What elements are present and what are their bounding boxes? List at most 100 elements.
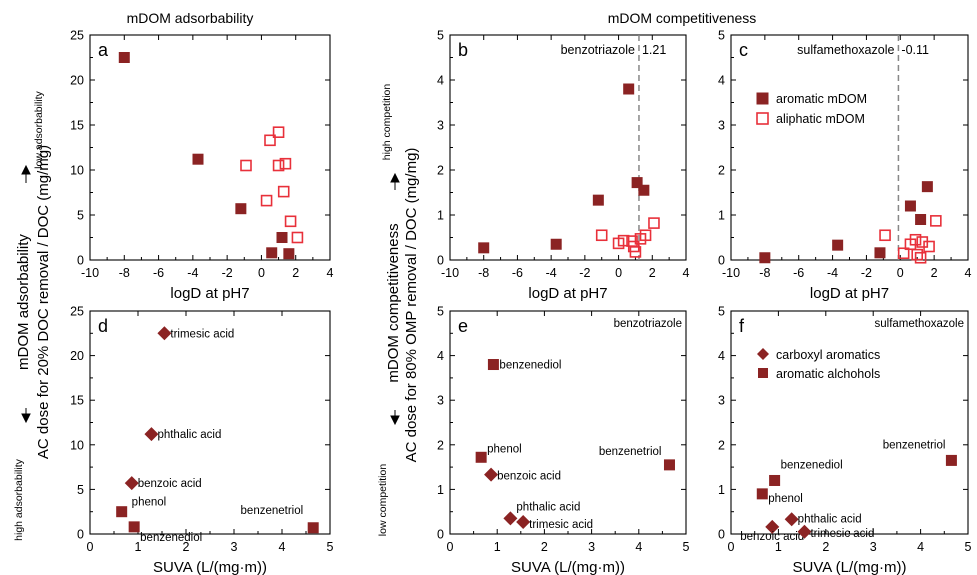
legend-aromatic-alchohols: aromatic alchohols (776, 367, 880, 381)
data-point-aliphatic-mdom (911, 248, 924, 261)
data-point-aliphatic-mdom (923, 240, 935, 253)
plot-frame (730, 310, 969, 535)
data-point-aliphatic-mdom (879, 229, 891, 242)
omp-annotation: sulfamethoxazole (797, 43, 894, 57)
y-tick-label: 1 (437, 483, 444, 497)
arrow-up-left-icon (21, 164, 31, 183)
point-label-benzenetriol: benzenetriol (241, 505, 304, 517)
x-tick-label: 0 (258, 266, 265, 280)
y-tick-label: 2 (437, 164, 444, 178)
data-point-aromatic-mdom (550, 238, 562, 250)
x-tick-label: 1 (494, 540, 501, 554)
legend-aliphatic-mdom: aliphatic mDOM (776, 112, 865, 126)
legend-bottom: carboxyl aromatics aromatic alchohols (757, 348, 880, 381)
point-label-phenol: phenol (132, 497, 167, 509)
ylabel-right-main: mDOM competitiveness (385, 223, 402, 382)
y-tick-label: 2 (718, 164, 725, 178)
x-tick-label: 4 (635, 540, 642, 554)
data-point-aliphatic-mdom (277, 185, 290, 198)
x-tick-label: 5 (683, 540, 690, 554)
ylabel-high-adsorbability: high adsorbability (13, 458, 25, 540)
data-point-aromatic-mdom (283, 248, 295, 260)
data-point-aliphatic-mdom (629, 246, 642, 258)
y-tick-label: 15 (70, 119, 84, 133)
data-point-aliphatic-mdom (595, 229, 608, 242)
x-tick-label: 1 (775, 540, 782, 554)
data-point-aromatic-alchohols (128, 521, 140, 533)
reference-value: -0.11 (901, 43, 929, 57)
data-point-aromatic-mdom (592, 194, 604, 206)
data-point-carboxyl-aromatics (503, 511, 518, 526)
x-tick-label: -4 (546, 266, 557, 280)
y-tick-label: 0 (718, 528, 725, 542)
data-point-aliphatic-mdom (272, 159, 285, 172)
legend-square-marker (758, 368, 768, 378)
omp-annotation: sulfamethoxazole (875, 318, 965, 330)
data-point-aliphatic-mdom (909, 233, 922, 246)
data-point-aromatic-mdom (276, 232, 288, 243)
panel-e: 0 1 2 3 4 5 0 1 2 3 4 5 SUVA (L/(mg·m)) e benzotriazol… (437, 305, 689, 575)
point-label-trimesic-acid: trimesic acid (170, 328, 234, 340)
panel-a: -10 -8 -6 -4 -2 0 2 4 0 5 10 15 20 25 logD at pH7 a (70, 29, 333, 303)
y-tick-label: 0 (77, 254, 84, 268)
point-label-benzenetriol: benzenetriol (599, 446, 662, 458)
data-point-aromatic-mdom (266, 247, 278, 259)
legend-diamond-marker (757, 348, 769, 360)
data-point-aromatic-alchohols (475, 451, 487, 463)
ylabel-low-competition: low competition (377, 464, 389, 537)
x-tick-label: -8 (759, 266, 770, 280)
x-tick-label: -8 (119, 266, 130, 280)
legend-aromatic-mdom: aromatic mDOM (776, 92, 867, 106)
data-point-aromatic-alchohols (487, 359, 499, 371)
data-point-aliphatic-mdom (240, 159, 252, 172)
data-point-aliphatic-mdom (291, 231, 304, 244)
data-point-aliphatic-mdom (639, 229, 652, 242)
x-tick-label: 4 (327, 266, 334, 280)
x-tick-label: -4 (187, 266, 198, 280)
x-tick-label: -10 (722, 266, 740, 280)
y-tick-label: 5 (437, 29, 444, 43)
x-tick-label: 2 (649, 266, 656, 280)
y-tick-label: 0 (718, 254, 725, 268)
x-tick-label: 2 (183, 540, 190, 554)
x-tick-label: -4 (827, 266, 838, 280)
y-tick-label: 5 (77, 483, 84, 497)
x-tick-label: -6 (793, 266, 804, 280)
data-point-aliphatic-mdom (617, 234, 630, 247)
y-tick-label: 10 (70, 164, 84, 178)
x-tick-label: -6 (153, 266, 164, 280)
panel-letter-b: b (458, 40, 468, 60)
data-point-aromatic-alchohols (756, 488, 768, 500)
data-point-aromatic-mdom (623, 83, 635, 95)
y-tick-label: 0 (77, 528, 84, 542)
data-point-aromatic-mdom (638, 184, 650, 196)
x-axis-label: SUVA (L/(mg·m)) (511, 559, 625, 575)
plot-frame (89, 310, 331, 535)
x-tick-label: -10 (81, 266, 99, 280)
y-tick-label: 3 (437, 394, 444, 408)
data-point-aromatic-alchohols (116, 506, 128, 518)
y-tick-label: 2 (437, 438, 444, 452)
y-tick-label: 4 (437, 74, 444, 88)
x-tick-label: -2 (579, 266, 590, 280)
y-tick-label: 5 (718, 29, 725, 43)
point-label-benzenediol: benzenediol (781, 459, 843, 471)
y-tick-label: 4 (718, 74, 725, 88)
point-label-benzenediol: benzenediol (140, 532, 202, 544)
x-tick-label: 3 (231, 540, 238, 554)
point-label-benzenediol: benzenediol (499, 360, 561, 372)
panel-c: -10 -8 -6 -4 -2 0 2 4 0 1 2 3 4 5 logD at pH7 c -0.11 sul… (718, 29, 971, 303)
panel-letter-c: c (739, 40, 748, 60)
arrow-down-left-icon (21, 408, 31, 424)
data-point-carboxyl-aromatics (784, 512, 799, 527)
x-tick-label: 0 (728, 540, 735, 554)
header-competitiveness: mDOM competitiveness (608, 10, 757, 26)
data-point-carboxyl-aromatics (484, 467, 499, 482)
y-tick-label: 3 (437, 119, 444, 133)
x-tick-label: 3 (870, 540, 877, 554)
x-tick-label: 2 (931, 266, 938, 280)
point-label-phthalic-acid: phthalic acid (798, 513, 862, 525)
point-label-trimesic-acid: trimesic acid (529, 519, 593, 531)
data-point-aromatic-mdom (631, 177, 643, 189)
y-tick-label: 25 (70, 29, 84, 43)
